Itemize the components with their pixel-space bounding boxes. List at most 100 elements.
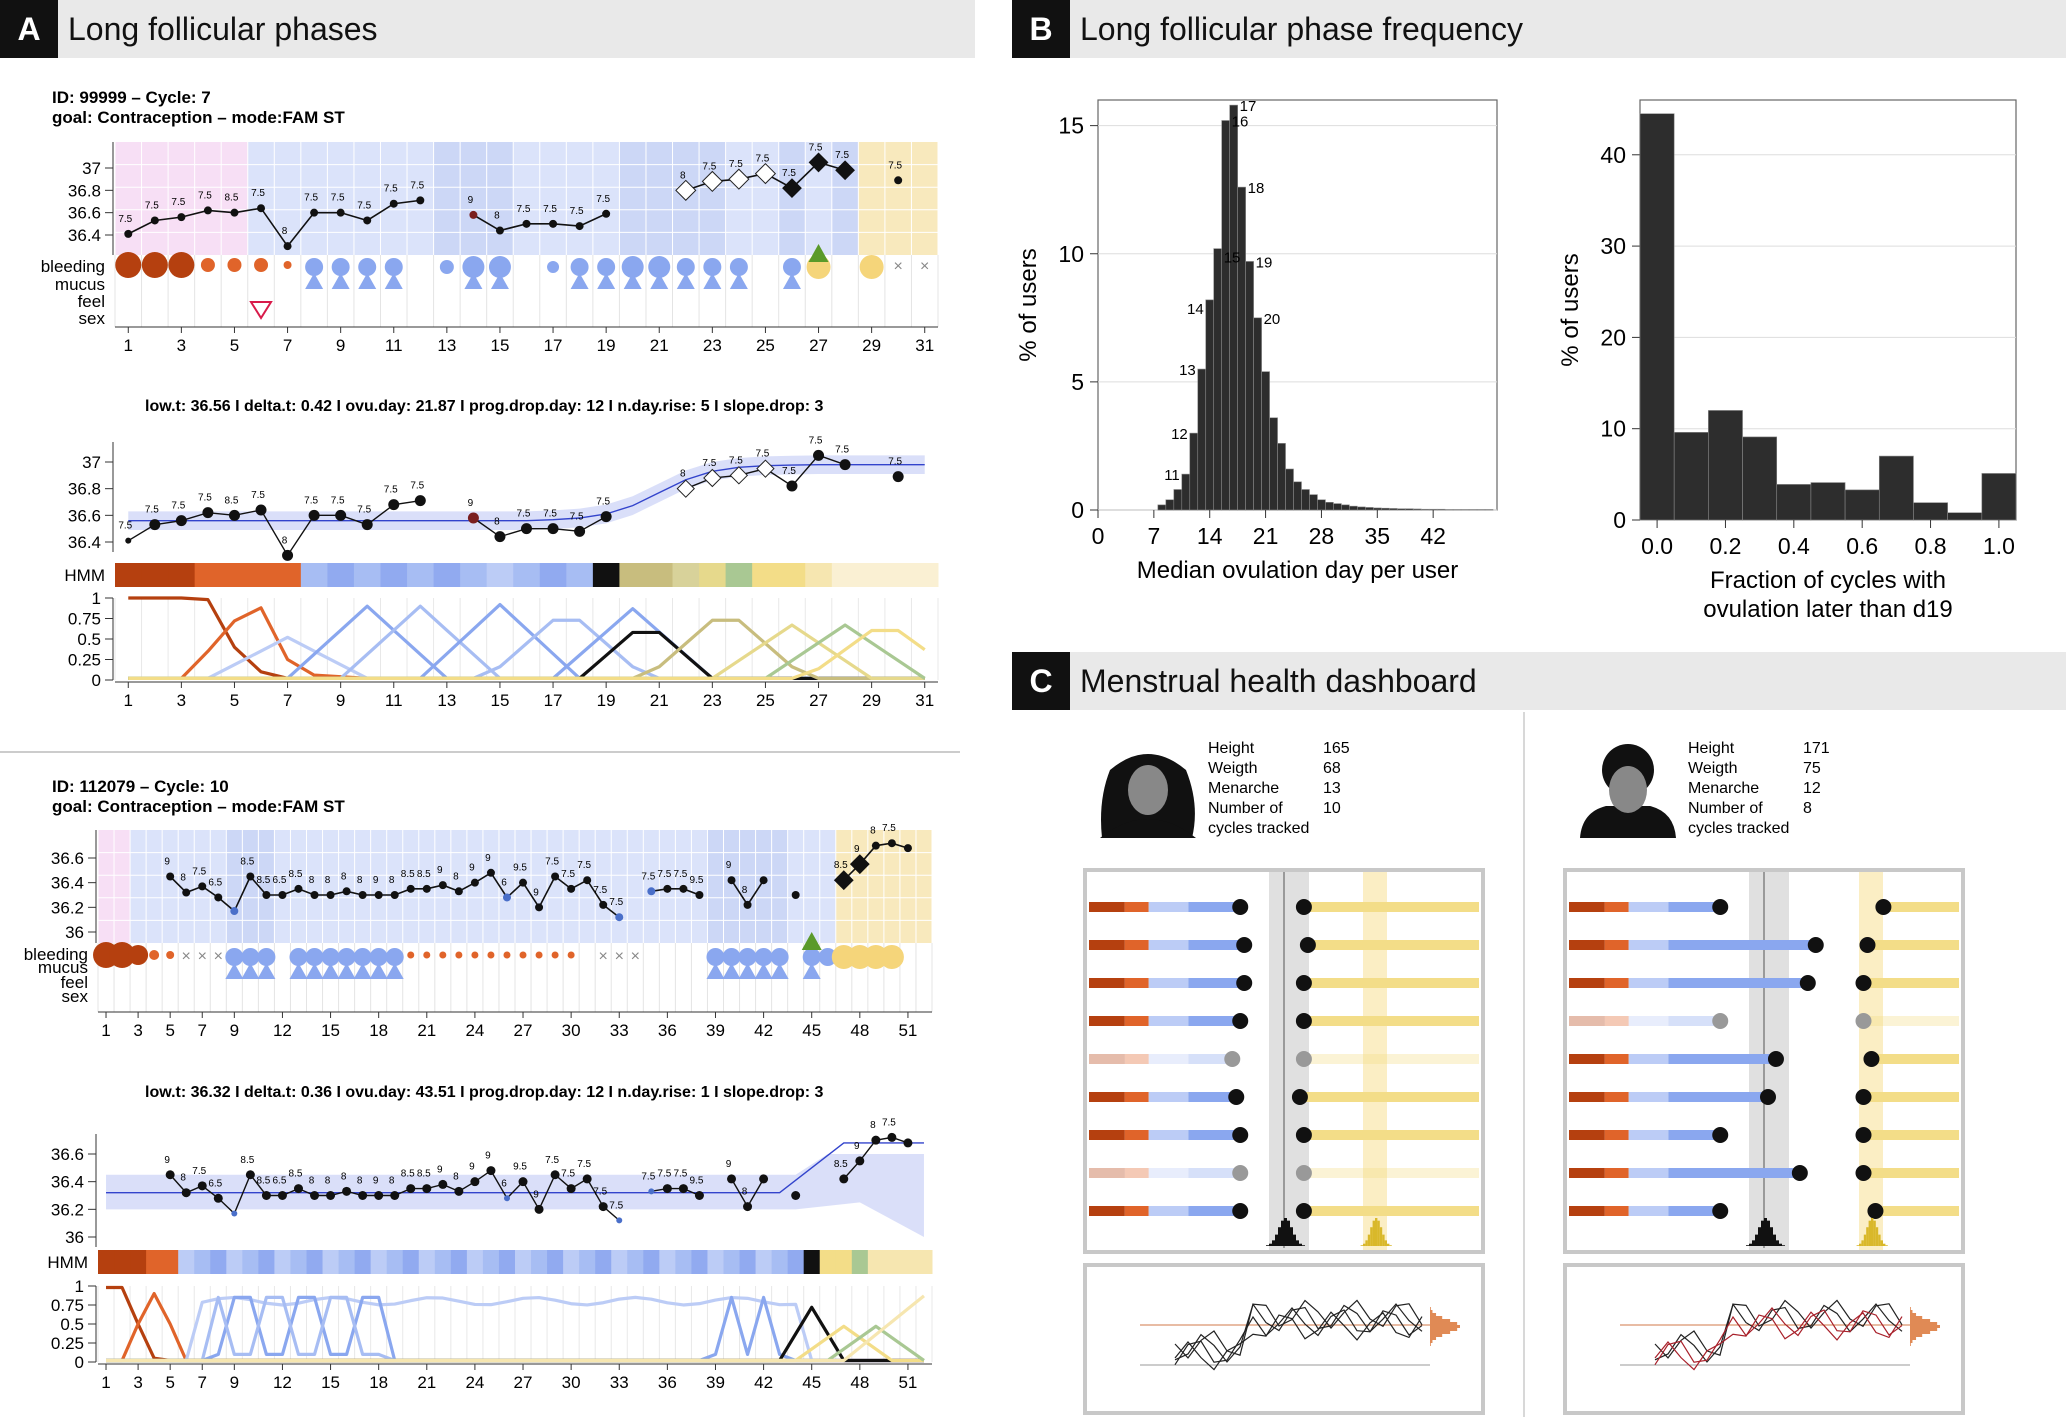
cycle-end-marker (1232, 1165, 1249, 1181)
histogram-bar (1285, 468, 1294, 511)
next-cycle-segment (1303, 1016, 1479, 1026)
mucus-marker (289, 948, 308, 966)
hmm-state-cell (114, 1250, 131, 1274)
day-tick-label: 1 (101, 1373, 110, 1392)
cycle-end-marker (1760, 1089, 1776, 1105)
hmm-state-cell (579, 1250, 596, 1274)
quality-label: 8 (357, 1176, 363, 1187)
x-tick-label: 1.0 (1983, 533, 2015, 559)
temperature-point (467, 512, 479, 524)
quality-label: 7.5 (657, 869, 671, 880)
y-tick-label: 10 (1058, 241, 1084, 267)
cycle-phase-segment (1148, 1130, 1189, 1140)
temp-tick-label: 36.4 (51, 874, 84, 893)
temperature-point (894, 176, 903, 185)
day-tick-label: 12 (273, 1373, 292, 1392)
mucus-marker (353, 948, 372, 966)
avatar (1580, 744, 1676, 838)
hmm-state-cell (221, 563, 249, 587)
temperature-point (282, 549, 294, 561)
quality-label: 7.5 (755, 449, 769, 460)
period-distribution-bar (1871, 1218, 1874, 1246)
info-label: Weigth (1208, 760, 1258, 777)
prob-tick-label: 0.5 (77, 630, 101, 649)
next-cycle-segment (1875, 1206, 1959, 1216)
quality-label: 8.5 (834, 860, 848, 871)
mucus-marker-yellow (859, 255, 884, 279)
cycle-phase-segment (1628, 1206, 1669, 1216)
period-distribution-bar (1365, 1240, 1368, 1246)
x-tick-label: 7 (1147, 523, 1160, 549)
temperature-distribution-bar (1910, 1343, 1911, 1346)
temp-tick-label: 37 (82, 159, 101, 178)
day-tick-label: 1 (124, 691, 133, 710)
quality-label: 8 (870, 1120, 876, 1131)
panel-c-header: C Menstrual health dashboard (1012, 652, 2066, 710)
spotting-marker (439, 951, 447, 959)
temperature-point (294, 884, 303, 893)
avatar (1100, 754, 1196, 838)
temperature-distribution-bar (1430, 1328, 1458, 1331)
histogram-bar (1317, 499, 1326, 511)
ovulation-distribution-bar (1299, 1243, 1302, 1246)
day-tick-label: 5 (230, 336, 239, 355)
row-label-sex: sex (79, 309, 106, 328)
cycle-end-marker (1712, 899, 1729, 915)
info-label: Number of (1208, 800, 1283, 817)
quality-label: 6.5 (272, 875, 286, 886)
quality-label: 8.5 (401, 1169, 415, 1180)
quality-label: 9 (468, 498, 474, 509)
temperature-point (182, 888, 191, 897)
bleeding-marker (141, 252, 168, 278)
day-tick-label: 15 (321, 1373, 340, 1392)
cycle-phase-segment (1668, 1130, 1721, 1140)
cycle-phase-segment (1124, 1092, 1149, 1102)
temperature-point (892, 471, 904, 483)
quality-label: 8.5 (289, 1169, 303, 1180)
temperature-point (566, 1184, 576, 1194)
temperature-point (615, 913, 624, 922)
quality-label: 9.5 (689, 1176, 703, 1187)
cycle-start-marker (1295, 899, 1312, 915)
temperature-point (743, 1202, 753, 1212)
temperature-point (310, 891, 319, 899)
quality-label: 7.5 (593, 885, 607, 896)
hmm-state-cell (707, 1250, 724, 1274)
temperature-point (336, 208, 345, 217)
cycle-phase-segment (1668, 1206, 1721, 1216)
histogram-bar (1197, 368, 1207, 511)
cycle-start-marker (1295, 1165, 1312, 1181)
hmm-state-cell (242, 1250, 259, 1274)
hmm-state-cell (787, 1250, 805, 1274)
cycle-phase-segment (1604, 1130, 1629, 1140)
temperature-point (679, 884, 688, 893)
day-tick-label: 3 (133, 1373, 142, 1392)
day-tick-label: 7 (283, 336, 292, 355)
period-distribution-bar (1883, 1243, 1886, 1246)
temperature-point (214, 893, 223, 902)
cycle-2-id: ID: 112079 – Cycle: 10 (52, 777, 229, 796)
bleeding-marker (254, 258, 269, 272)
temperature-trace-box (1083, 1263, 1485, 1415)
cycle-phase-segment (1628, 978, 1669, 988)
hmm-state-cell (210, 1250, 227, 1274)
day-tick-label: 9 (336, 691, 345, 710)
avatar-face (1128, 765, 1168, 815)
temperature-point (422, 1184, 432, 1194)
ovulation-distribution-bar (1269, 1243, 1272, 1246)
temperature-point (390, 1191, 400, 1200)
quality-label: 7.5 (171, 197, 185, 208)
hmm-state-cell (466, 1250, 484, 1274)
quality-label: 7.5 (545, 1155, 559, 1166)
phase-band-fertile (433, 142, 514, 255)
temperature-point (648, 1188, 655, 1195)
temperature-marker-open (756, 459, 775, 478)
temperature-distribution-bar (1430, 1307, 1431, 1310)
period-distribution-bar (1370, 1227, 1373, 1246)
cycle-phase-segment (1604, 1092, 1629, 1102)
bar-count-label: 20 (1264, 311, 1281, 328)
temperature-point (262, 891, 271, 899)
temperature-point (406, 884, 415, 893)
avatar-face (1609, 766, 1647, 814)
info-label: cycles tracked (1688, 820, 1789, 837)
